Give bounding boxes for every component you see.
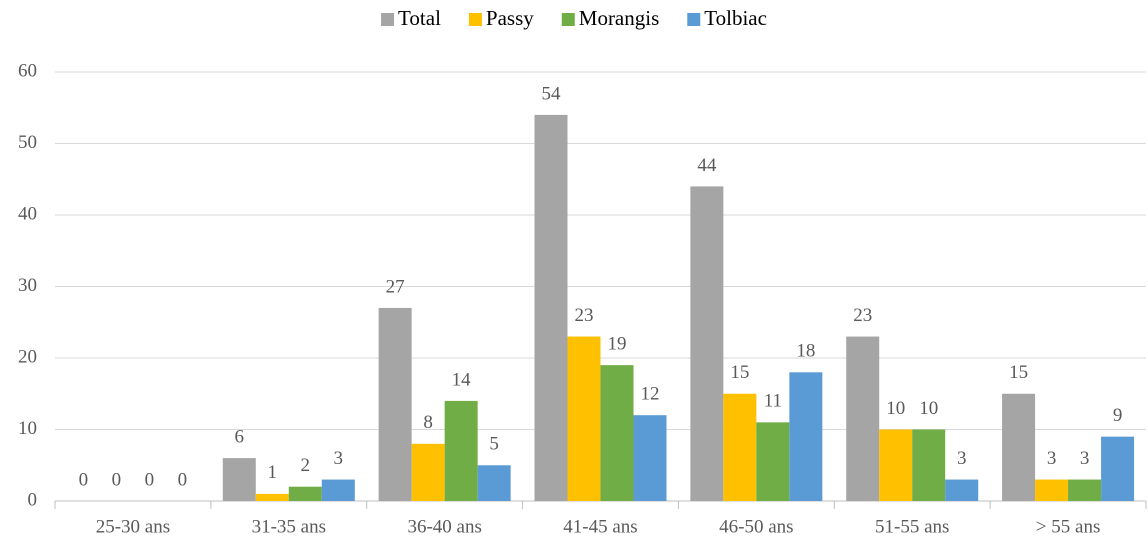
y-tick-label: 40: [18, 203, 37, 224]
data-label: 8: [423, 412, 433, 433]
data-label: 23: [575, 305, 594, 326]
data-label: 54: [542, 83, 562, 104]
bar: [945, 479, 979, 501]
bar: [477, 465, 511, 501]
data-label: 1: [268, 462, 278, 483]
data-label: 10: [919, 398, 938, 419]
bar: [567, 336, 601, 501]
legend-label: Morangis: [579, 6, 660, 30]
bar: [1101, 436, 1135, 501]
data-label: 0: [145, 469, 155, 490]
bar: [1002, 393, 1036, 501]
data-label: 0: [79, 469, 89, 490]
data-label: 27: [386, 276, 405, 297]
y-tick-label: 10: [18, 418, 37, 439]
bar: [756, 422, 790, 501]
legend-label: Total: [398, 6, 441, 30]
x-tick-label: 41-45 ans: [563, 516, 637, 537]
bar: [879, 429, 913, 501]
legend-swatch: [381, 13, 395, 26]
data-label: 0: [178, 469, 188, 490]
data-label: 3: [334, 448, 344, 469]
legend-swatch: [468, 13, 482, 26]
bar: [288, 486, 322, 501]
data-label: 10: [886, 398, 905, 419]
data-label: 19: [608, 334, 627, 355]
bar: [411, 443, 445, 501]
x-tick-label: 46-50 ans: [719, 516, 793, 537]
bar: [1068, 479, 1102, 501]
data-label: 15: [1009, 362, 1028, 383]
bar: [444, 400, 478, 501]
data-label: 14: [452, 369, 472, 390]
bar: [321, 479, 355, 501]
legend-swatch: [561, 13, 575, 26]
y-tick-label: 30: [18, 275, 37, 296]
legend-label: Passy: [486, 6, 534, 30]
bar: [255, 493, 289, 501]
x-tick-label: 51-55 ans: [875, 516, 949, 537]
bar: [789, 372, 823, 501]
data-label: 44: [697, 155, 717, 176]
legend-label: Tolbiac: [704, 6, 767, 30]
y-tick-label: 20: [18, 346, 37, 367]
bar: [723, 393, 757, 501]
data-label: 3: [1047, 448, 1057, 469]
data-label: 6: [235, 426, 245, 447]
y-tick-label: 0: [28, 489, 38, 510]
bar: [222, 458, 256, 501]
y-tick-label: 60: [18, 60, 37, 81]
legend-swatch: [687, 13, 701, 26]
data-label: 12: [641, 384, 660, 405]
x-tick-label: 36-40 ans: [407, 516, 481, 537]
data-label: 11: [764, 391, 782, 412]
x-tick-label: > 55 ans: [1036, 516, 1101, 537]
data-label: 18: [796, 341, 815, 362]
data-label: 3: [1080, 448, 1090, 469]
bar: [378, 307, 412, 501]
data-label: 3: [957, 448, 967, 469]
bar: [690, 186, 724, 501]
data-label: 23: [853, 305, 872, 326]
data-label: 15: [730, 362, 749, 383]
data-label: 9: [1113, 405, 1123, 426]
x-tick-label: 25-30 ans: [96, 516, 170, 537]
bar: [846, 336, 880, 501]
data-label: 0: [112, 469, 122, 490]
bar: [1035, 479, 1069, 501]
x-tick-label: 31-35 ans: [252, 516, 326, 537]
y-tick-label: 50: [18, 132, 37, 153]
data-label: 2: [301, 455, 311, 476]
data-label: 5: [489, 434, 499, 455]
bar: [534, 114, 568, 502]
bar: [633, 415, 667, 501]
bar: [912, 429, 946, 501]
bar: [600, 365, 634, 501]
